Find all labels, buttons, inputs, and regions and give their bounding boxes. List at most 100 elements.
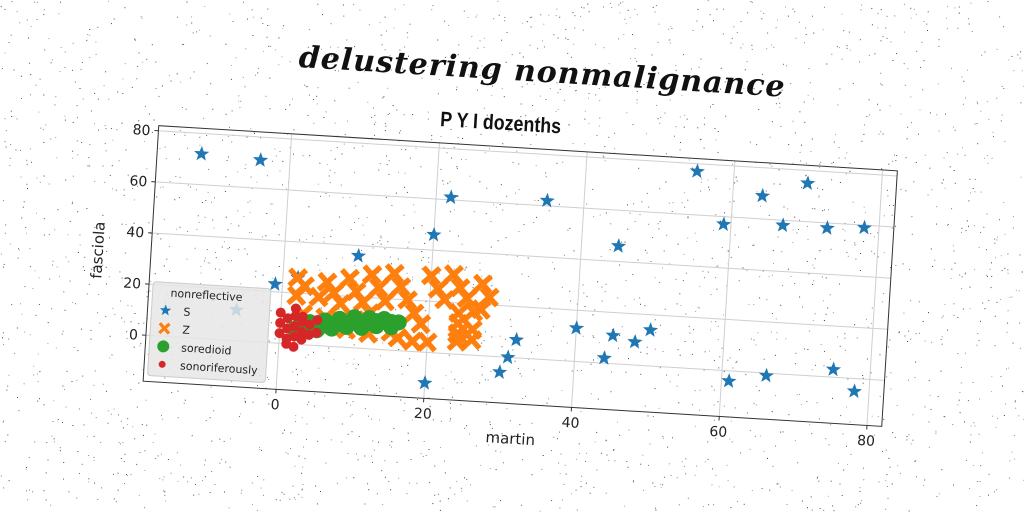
legend-box xyxy=(147,281,272,383)
data-point xyxy=(368,277,390,299)
x-tick-label: 0 xyxy=(270,397,280,414)
y-tick-label: 40 xyxy=(126,224,145,241)
legend-item: Z xyxy=(158,322,191,337)
data-point xyxy=(323,320,340,337)
data-point xyxy=(846,383,862,399)
x-gridline xyxy=(866,169,884,426)
data-point xyxy=(281,338,292,349)
data-point xyxy=(274,328,285,339)
data-point xyxy=(304,319,315,330)
data-point xyxy=(500,349,516,365)
legend-label: soredioid xyxy=(181,341,232,357)
legend-item: soredioid xyxy=(157,340,232,358)
x-axis-label: martin xyxy=(485,428,536,449)
data-point xyxy=(339,268,360,289)
legend-label: Z xyxy=(182,323,191,336)
series-S xyxy=(194,145,872,399)
data-point xyxy=(456,288,478,309)
data-point xyxy=(420,265,442,287)
data-point xyxy=(472,273,494,295)
x-gridline xyxy=(275,133,293,390)
x-tick-label: 80 xyxy=(857,433,876,450)
data-point xyxy=(275,307,286,318)
data-point xyxy=(470,299,492,320)
legend-label: S xyxy=(183,306,191,319)
y-axis-label: fasciola xyxy=(87,221,108,279)
data-point xyxy=(716,216,732,232)
data-point xyxy=(286,285,307,307)
data-point xyxy=(374,290,396,312)
data-point xyxy=(402,330,423,352)
data-point xyxy=(508,331,525,347)
data-point xyxy=(289,321,300,332)
data-point xyxy=(296,334,307,345)
data-point xyxy=(194,145,210,161)
data-point xyxy=(775,217,791,233)
data-point xyxy=(368,318,385,335)
x-gridline xyxy=(423,142,440,399)
data-point xyxy=(434,289,456,310)
y-gridline xyxy=(152,232,891,279)
y-gridline xyxy=(155,181,894,228)
data-point xyxy=(426,226,442,242)
x-gridline xyxy=(718,160,736,417)
x-tick-label: 20 xyxy=(413,406,432,423)
data-point xyxy=(350,247,367,263)
data-point xyxy=(338,318,355,335)
data-point xyxy=(383,319,400,336)
data-point xyxy=(539,192,555,208)
data-point xyxy=(689,163,705,179)
data-point xyxy=(448,302,470,324)
data-point xyxy=(304,329,315,340)
data-point xyxy=(819,220,835,235)
data-point xyxy=(252,152,269,167)
data-point xyxy=(312,315,323,326)
y-tick-label: 0 xyxy=(128,327,138,344)
data-point xyxy=(596,350,612,365)
data-point xyxy=(446,331,468,352)
y-tick-label: 60 xyxy=(129,173,148,190)
x-tick-label: 40 xyxy=(561,415,580,432)
data-point xyxy=(290,303,301,314)
data-point xyxy=(492,364,508,379)
data-point xyxy=(275,317,286,328)
legend-item: sonoriferously xyxy=(158,359,259,377)
data-point xyxy=(721,373,737,388)
legend-title: nonreflective xyxy=(170,287,243,304)
data-point xyxy=(758,367,774,383)
data-point xyxy=(361,264,383,285)
data-point xyxy=(282,313,293,324)
data-point xyxy=(568,320,585,335)
data-point xyxy=(267,276,283,291)
y-gridline xyxy=(158,130,898,177)
legend-marker xyxy=(159,304,172,316)
grid xyxy=(145,130,898,426)
legend-item: S xyxy=(159,304,191,319)
legend-marker xyxy=(158,322,171,335)
data-point xyxy=(417,375,433,390)
legend-label: sonoriferously xyxy=(180,359,259,377)
y-tick-label: 80 xyxy=(132,122,151,139)
data-point xyxy=(311,327,322,338)
series xyxy=(194,145,872,399)
data-point xyxy=(611,238,627,253)
data-point xyxy=(416,331,438,353)
y-tick-label: 20 xyxy=(123,276,142,293)
data-point xyxy=(410,313,432,335)
data-point xyxy=(308,286,330,308)
data-point xyxy=(627,334,643,349)
data-point xyxy=(290,311,301,322)
legend-marker xyxy=(157,340,170,353)
data-point xyxy=(443,264,464,285)
legend-marker xyxy=(158,360,166,368)
data-point xyxy=(330,293,351,314)
data-point xyxy=(384,263,405,284)
data-point xyxy=(397,289,418,311)
data-point xyxy=(390,276,412,298)
data-point xyxy=(754,187,771,203)
data-point xyxy=(353,319,370,336)
data-point xyxy=(461,329,483,351)
data-point xyxy=(642,322,659,337)
